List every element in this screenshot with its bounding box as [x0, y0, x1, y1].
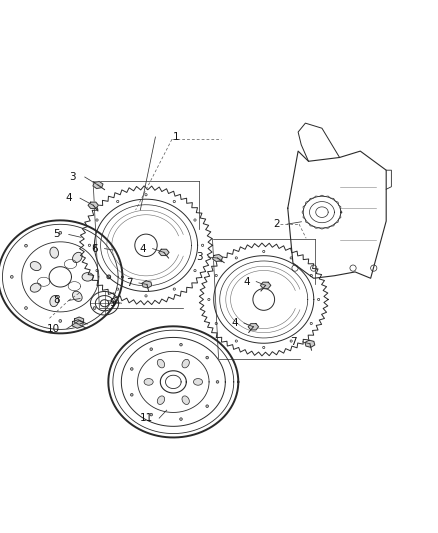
Text: 7: 7 — [290, 337, 297, 347]
Polygon shape — [261, 282, 271, 288]
Ellipse shape — [50, 296, 59, 306]
Polygon shape — [88, 202, 99, 208]
Polygon shape — [248, 324, 258, 330]
Circle shape — [59, 231, 62, 234]
Circle shape — [25, 306, 27, 309]
Text: 2: 2 — [274, 219, 280, 229]
Polygon shape — [305, 340, 315, 348]
Circle shape — [180, 343, 182, 346]
Polygon shape — [159, 249, 169, 255]
Circle shape — [206, 356, 208, 359]
Ellipse shape — [157, 396, 165, 405]
Text: 10: 10 — [47, 324, 60, 334]
Ellipse shape — [144, 378, 153, 385]
Ellipse shape — [50, 247, 59, 258]
Ellipse shape — [30, 283, 41, 292]
Circle shape — [131, 368, 133, 370]
Circle shape — [107, 276, 110, 278]
Circle shape — [59, 320, 62, 322]
Text: 11: 11 — [140, 413, 153, 423]
Polygon shape — [74, 317, 84, 324]
Text: 8: 8 — [54, 295, 60, 305]
Ellipse shape — [73, 252, 82, 263]
Circle shape — [107, 275, 111, 279]
Circle shape — [150, 348, 152, 351]
Ellipse shape — [182, 359, 189, 368]
Text: 5: 5 — [54, 230, 60, 239]
Ellipse shape — [157, 359, 165, 368]
Polygon shape — [72, 320, 83, 328]
Text: 4: 4 — [231, 318, 238, 328]
Polygon shape — [212, 255, 223, 262]
Ellipse shape — [30, 262, 41, 271]
Circle shape — [131, 393, 133, 396]
Circle shape — [93, 244, 96, 247]
Text: 4: 4 — [139, 244, 146, 254]
Circle shape — [25, 244, 27, 247]
Circle shape — [206, 405, 208, 407]
Text: 4: 4 — [243, 277, 250, 287]
Text: 4: 4 — [66, 193, 73, 203]
Text: 1: 1 — [172, 132, 179, 142]
Text: 3: 3 — [196, 252, 202, 262]
Text: 6: 6 — [92, 244, 98, 254]
Ellipse shape — [82, 272, 93, 281]
Circle shape — [150, 413, 152, 416]
Circle shape — [93, 306, 96, 309]
Polygon shape — [93, 182, 103, 189]
Text: 7: 7 — [126, 278, 133, 288]
Ellipse shape — [73, 291, 82, 302]
Circle shape — [180, 418, 182, 421]
Circle shape — [216, 381, 219, 383]
Polygon shape — [142, 281, 152, 288]
Text: 3: 3 — [69, 172, 75, 182]
Text: 9: 9 — [109, 298, 116, 308]
Ellipse shape — [194, 378, 202, 385]
Ellipse shape — [182, 396, 189, 405]
Circle shape — [11, 276, 13, 278]
